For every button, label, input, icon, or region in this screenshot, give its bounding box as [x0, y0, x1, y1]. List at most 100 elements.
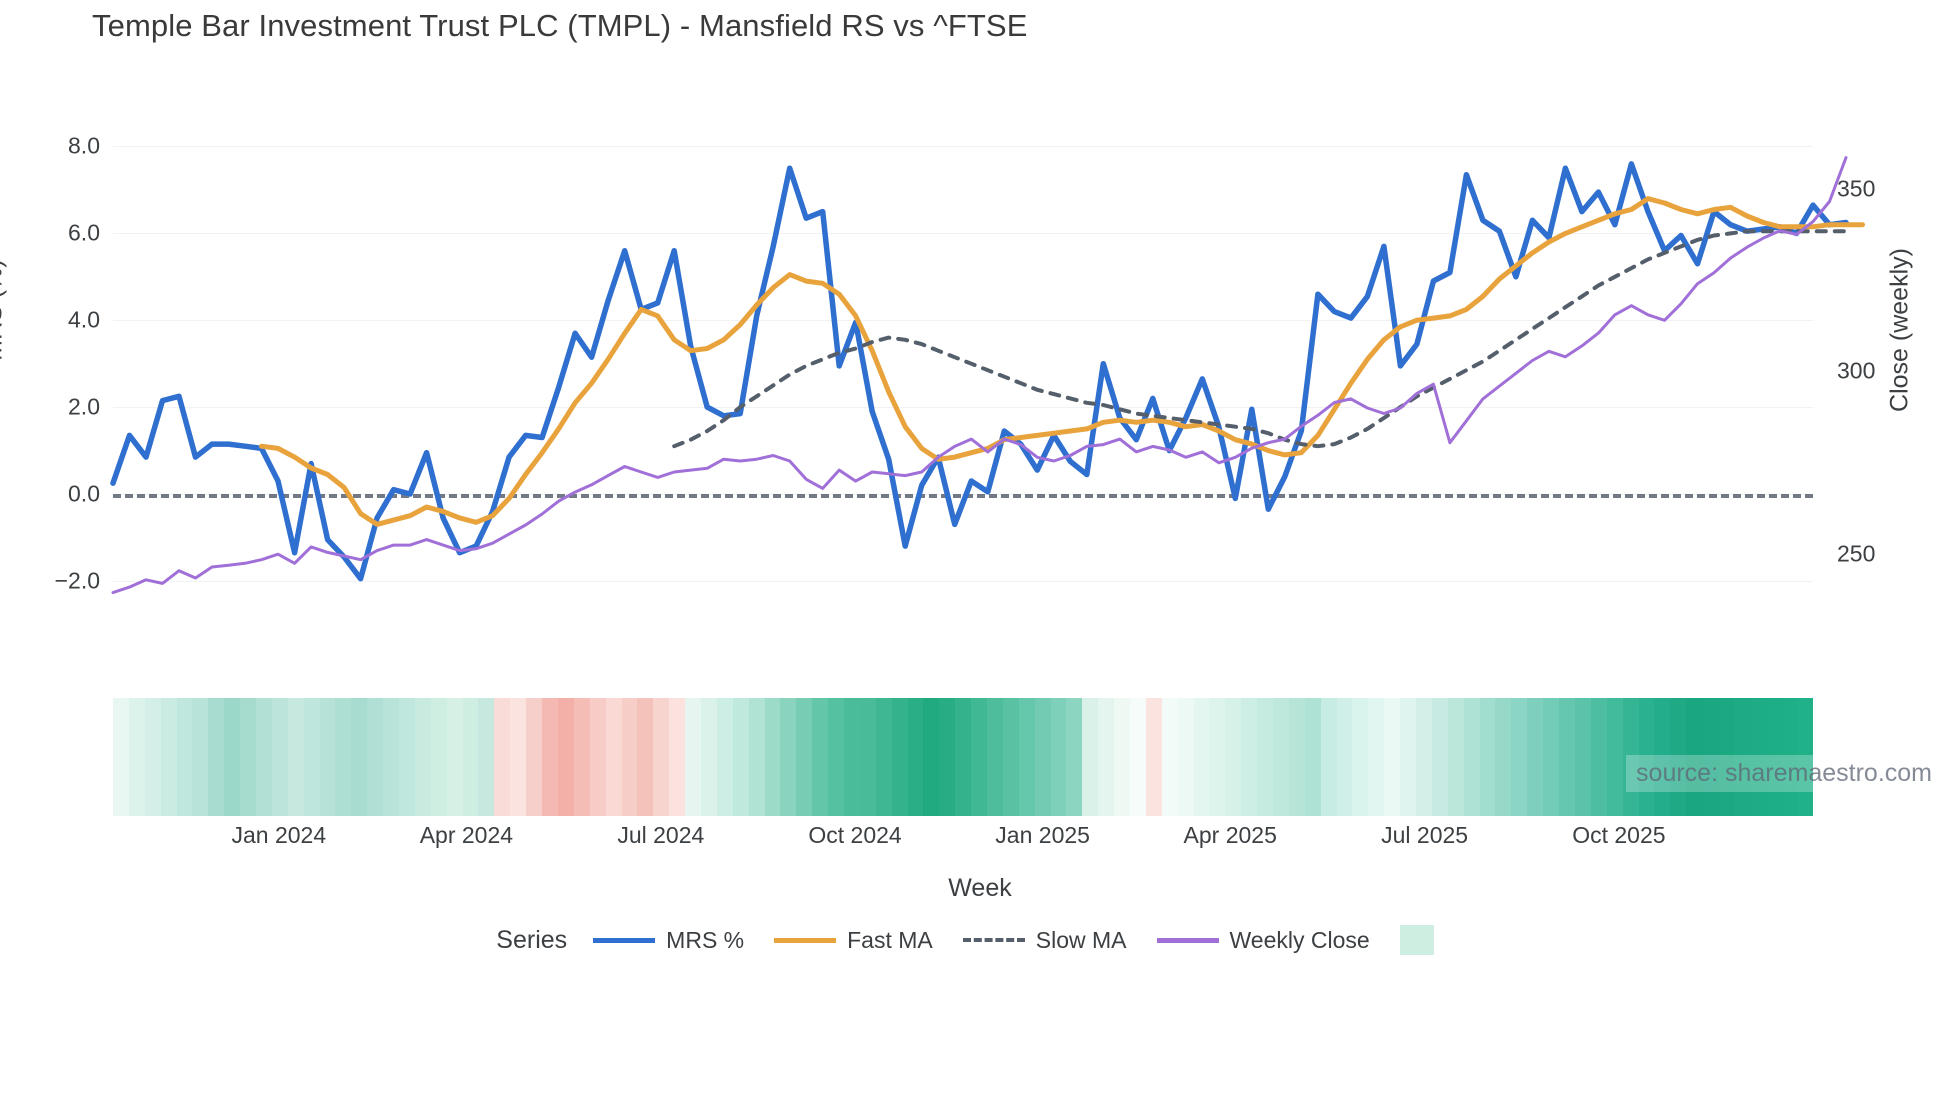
heat-strip-band: [1479, 698, 1496, 816]
heat-strip-band: [891, 698, 908, 816]
y-axis-tick-label: −2.0: [54, 567, 100, 594]
legend-line-swatch: [593, 937, 656, 943]
y-axis-label: MRS (%): [0, 259, 8, 361]
y2-axis-tick-label: 250: [1837, 540, 1876, 567]
heat-strip-band: [907, 698, 924, 816]
heat-strip-band: [128, 698, 145, 816]
page-title: Temple Bar Investment Trust PLC (TMPL) -…: [92, 8, 1028, 43]
y-axis-tick-label: 2.0: [68, 393, 100, 420]
heat-strip-band: [1463, 698, 1480, 816]
x-axis-tick-label: Jan 2025: [995, 822, 1090, 848]
heat-strip-band: [1368, 698, 1385, 816]
heat-strip-band: [843, 698, 860, 816]
legend-line-swatch: [1156, 937, 1219, 943]
heat-strip-band: [494, 698, 511, 816]
heat-strip-band: [1606, 698, 1623, 816]
legend-item-label: MRS %: [666, 926, 745, 953]
heat-strip-band: [208, 698, 225, 816]
heat-strip-band: [224, 698, 241, 816]
heat-strip-band: [1686, 698, 1703, 816]
heat-strip-band: [1225, 698, 1242, 816]
heat-strip-band: [796, 698, 813, 816]
heat-strip-band: [955, 698, 972, 816]
heat-strip-band: [669, 698, 686, 816]
heat-strip-band: [176, 698, 193, 816]
gridline: [113, 146, 1813, 148]
heat-strip-band: [303, 698, 320, 816]
heat-strip-band: [1765, 698, 1782, 816]
legend-heat-swatch: [1399, 925, 1434, 955]
heat-strip-band: [1717, 698, 1734, 816]
heat-strip-band: [1130, 698, 1146, 816]
series-line: [111, 156, 1848, 595]
heat-strip-band: [764, 698, 781, 816]
heat-strip-band: [367, 698, 384, 816]
legend-item[interactable]: Fast MA: [774, 927, 933, 954]
heat-strip-band: [1670, 698, 1687, 816]
heat-strip-band: [573, 698, 590, 816]
heat-strip-band: [526, 698, 543, 816]
heat-strip-band: [1209, 698, 1226, 816]
heat-strip-band: [1145, 698, 1162, 816]
heat-strip-band: [812, 698, 829, 816]
source-watermark: source: sharemaestro.com: [1626, 755, 1942, 792]
legend-line-swatch: [774, 937, 837, 943]
heat-strip-band: [1257, 698, 1274, 816]
heat-strip-band: [351, 698, 368, 816]
heat-strip-band: [1654, 698, 1671, 816]
heat-strip-band: [1098, 698, 1115, 816]
series-line: [672, 229, 1848, 449]
heat-strip-band: [653, 698, 670, 816]
heat-strip-band: [1559, 698, 1575, 816]
series-lines: [110, 156, 1865, 595]
heat-strip-band: [1161, 698, 1178, 816]
x-axis-tick-label: Apr 2024: [419, 822, 514, 848]
x-axis-tick-label: Jan 2024: [231, 822, 327, 848]
heat-strip-band: [1431, 698, 1448, 816]
heat-strip-band: [1320, 698, 1337, 816]
legend-item[interactable]: MRS %: [593, 927, 744, 954]
heat-strip-band: [1797, 698, 1814, 816]
heat-strip-band: [828, 698, 844, 816]
heat-strip-band: [399, 698, 415, 816]
legend-title: Series: [496, 925, 568, 954]
legend-item[interactable]: Slow MA: [962, 927, 1127, 954]
heat-strip-band: [319, 698, 336, 816]
y2-axis-tick-label: 300: [1837, 357, 1876, 384]
legend-item[interactable]: Weekly Close: [1156, 927, 1370, 954]
heat-strip-band: [621, 698, 638, 816]
legend-item-label: Fast MA: [847, 926, 933, 953]
momentum-heat-strip: [113, 698, 1814, 816]
heat-strip-band: [971, 698, 987, 816]
legend-item[interactable]: [1399, 925, 1434, 955]
y-axis-tick-label: 8.0: [68, 132, 100, 159]
heat-strip-band: [446, 698, 463, 816]
heat-strip-band: [1018, 698, 1035, 816]
heat-strip-band: [1622, 698, 1639, 816]
heat-strip-band: [1702, 698, 1718, 816]
plot-area: 8.0 6.0 4.0 2.0 0.0 −2.0 350 300 250: [55, 90, 1875, 620]
heat-strip-band: [414, 698, 431, 816]
heat-strip-band: [780, 698, 797, 816]
heat-strip-band: [1527, 698, 1544, 816]
y2-axis-tick-label: 350: [1837, 175, 1876, 202]
heat-strip-band: [271, 698, 288, 816]
heat-strip-band: [113, 698, 129, 816]
heat-strip-band: [1352, 698, 1369, 816]
x-axis-tick-label: Jul 2024: [617, 822, 705, 848]
heat-strip-band: [192, 698, 209, 816]
heat-strip-band: [383, 698, 400, 816]
heat-strip-band: [542, 698, 558, 816]
legend-line-swatch: [962, 938, 1025, 942]
series-line: [110, 161, 1849, 582]
heat-strip-band: [1304, 698, 1321, 816]
heat-strip-band: [510, 698, 527, 816]
heat-strip-band: [335, 698, 352, 816]
gridline: [113, 580, 1813, 582]
heat-strip-band: [1400, 698, 1417, 816]
y2-axis-label: Close (weekly): [1885, 248, 1914, 412]
heat-strip-band: [637, 698, 654, 816]
heat-strip-band: [478, 698, 495, 816]
heat-strip-band: [144, 698, 161, 816]
heat-strip-band: [1193, 698, 1210, 816]
